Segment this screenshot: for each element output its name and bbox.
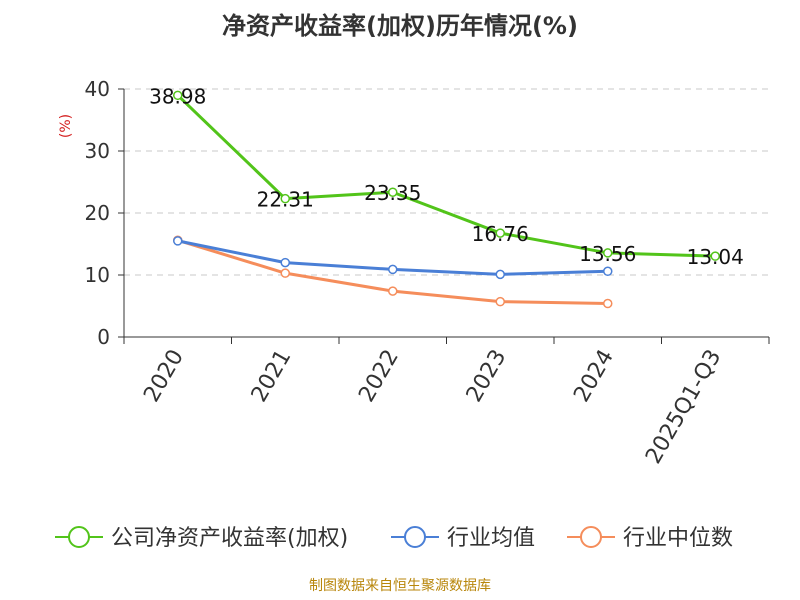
data-point <box>280 268 290 278</box>
data-label: 13.56 <box>579 242 636 266</box>
data-point <box>173 236 183 246</box>
data-point <box>388 264 398 275</box>
chart-title: 净资产收益率(加权)历年情况(%) <box>222 12 578 40</box>
data-label: 23.35 <box>364 181 421 205</box>
data-label: 13.04 <box>687 245 744 269</box>
y-axis-label: (%) <box>58 114 74 138</box>
legend-label: 行业中位数 <box>623 526 733 551</box>
series-line <box>176 94 716 258</box>
data-source-note: 制图数据来自恒生聚源数据库 <box>309 578 491 594</box>
x-tick-label: 2020 <box>139 346 189 407</box>
data-point <box>495 269 505 280</box>
data-point <box>495 296 505 307</box>
data-point <box>603 266 613 277</box>
y-tick-label: 10 <box>85 263 110 287</box>
data-label: 16.76 <box>472 222 529 246</box>
x-tick-label: 2025Q1-Q3 <box>641 346 726 469</box>
data-point <box>495 228 505 238</box>
data-point <box>603 248 613 258</box>
data-label: 38.98 <box>149 84 206 108</box>
x-tick-label: 2023 <box>462 346 512 407</box>
x-tick-label: 2022 <box>354 346 404 407</box>
y-tick-label: 0 <box>97 325 110 349</box>
y-tick-label: 40 <box>85 77 110 101</box>
data-point <box>388 286 398 296</box>
legend-label: 行业均值 <box>447 526 535 551</box>
data-point <box>603 298 613 309</box>
x-tick-label: 2024 <box>569 346 619 407</box>
legend-marker-icon <box>580 526 602 548</box>
data-label: 22.31 <box>257 188 314 212</box>
legend-marker-icon <box>68 526 90 548</box>
data-point <box>388 187 398 197</box>
data-point <box>710 251 720 261</box>
y-tick-label: 30 <box>85 139 110 163</box>
y-tick-label: 20 <box>85 201 110 225</box>
x-tick-label: 2021 <box>247 346 297 407</box>
data-point <box>173 90 183 101</box>
data-point <box>280 257 290 268</box>
data-point <box>280 193 290 204</box>
legend-label: 公司净资产收益率(加权) <box>111 526 348 551</box>
legend-marker-icon <box>404 526 426 548</box>
